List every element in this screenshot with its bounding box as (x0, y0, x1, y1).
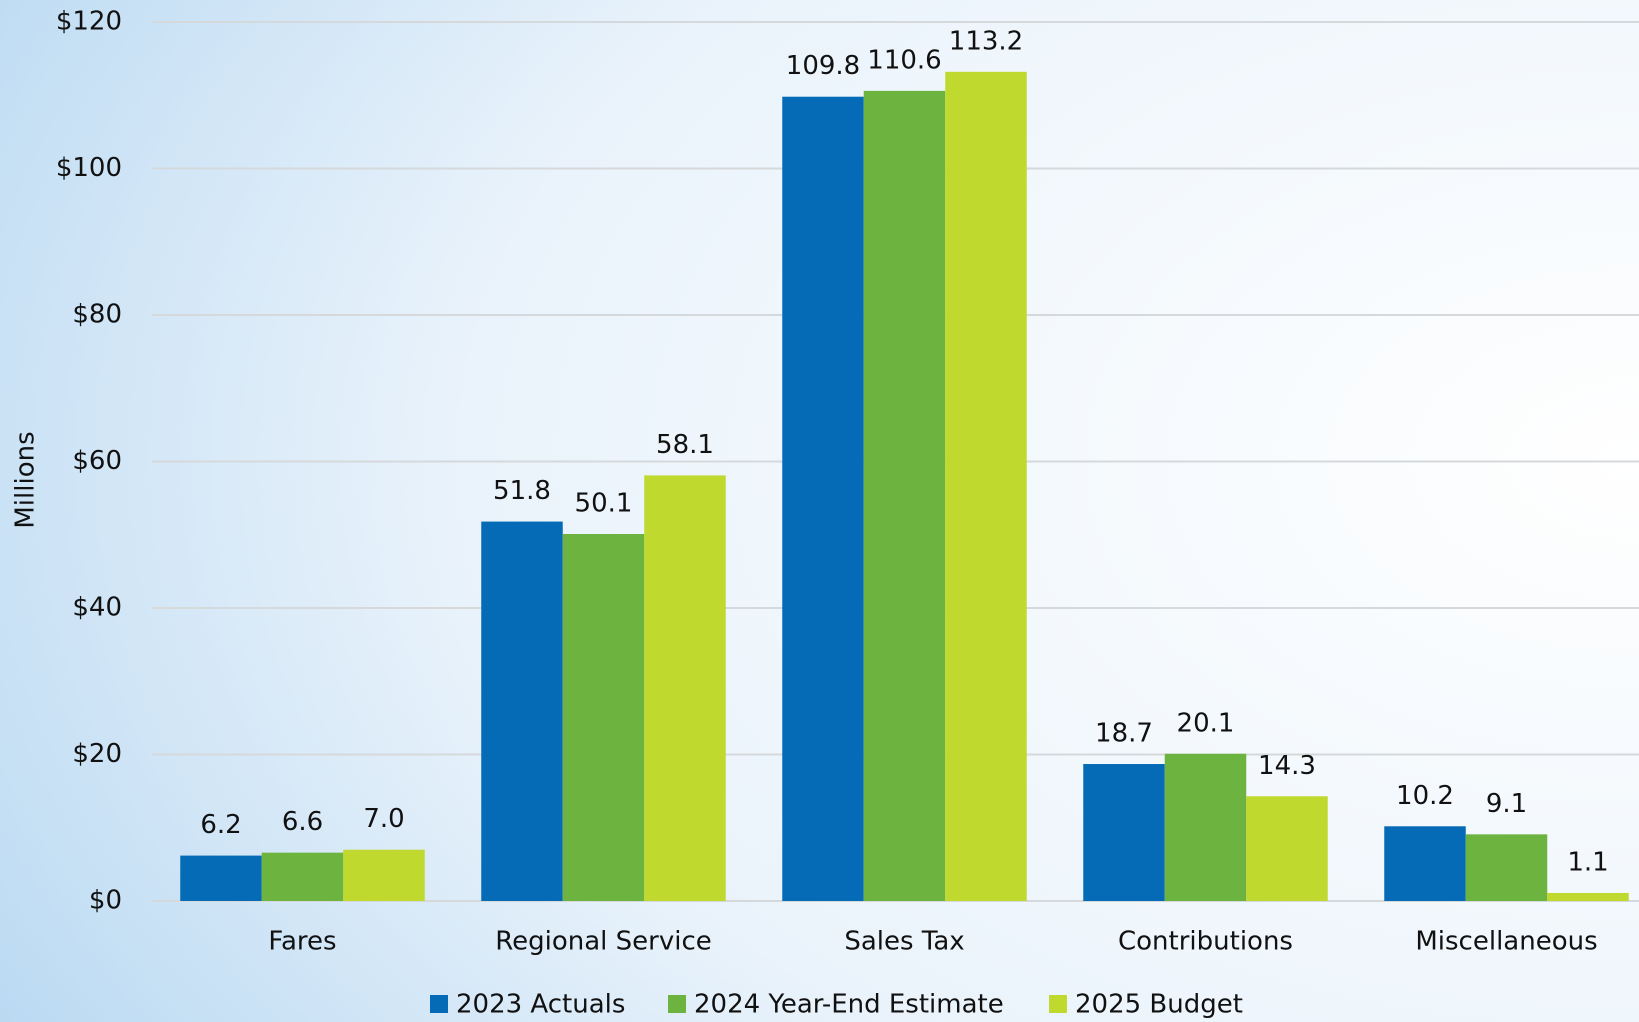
x-tick-label: Sales Tax (844, 927, 964, 957)
data-label: 14.3 (1258, 751, 1316, 781)
legend-swatch (1049, 995, 1067, 1013)
bar (343, 849, 425, 901)
bar (863, 90, 946, 902)
y-tick-label: $80 (72, 300, 122, 330)
bar (1083, 764, 1165, 901)
x-tick-label: Miscellaneous (1415, 927, 1597, 957)
data-label: 18.7 (1095, 719, 1153, 749)
legend-label: 2023 Actuals (456, 990, 625, 1020)
y-tick-label: $100 (56, 153, 122, 183)
bar (945, 71, 1027, 901)
legend-swatch (668, 995, 686, 1013)
bar (1547, 892, 1629, 901)
bar (481, 521, 563, 901)
legend-swatch (430, 995, 448, 1013)
bar (1164, 753, 1247, 901)
data-label: 6.6 (282, 807, 323, 837)
data-label: 1.1 (1567, 847, 1608, 877)
data-label: 7.0 (363, 804, 404, 834)
data-label: 50.1 (575, 489, 633, 519)
y-tick-label: $60 (72, 446, 122, 476)
bar (180, 855, 262, 901)
x-tick-label: Regional Service (495, 927, 712, 957)
data-label: 51.8 (493, 476, 551, 506)
y-axis-label: Millions (11, 431, 41, 528)
legend-label: 2024 Year-End Estimate (694, 990, 1004, 1020)
data-label: 6.2 (200, 810, 241, 840)
bar (261, 852, 344, 901)
data-label: 10.2 (1396, 781, 1454, 811)
data-label: 20.1 (1177, 708, 1235, 738)
data-label: 113.2 (949, 26, 1023, 56)
y-tick-label: $40 (72, 593, 122, 623)
legend-label: 2025 Budget (1075, 990, 1243, 1020)
y-tick-label: $20 (72, 739, 122, 769)
bar (644, 475, 726, 901)
y-tick-label: $0 (89, 886, 122, 916)
bar (1465, 834, 1548, 901)
bar (562, 534, 645, 901)
data-label: 9.1 (1486, 789, 1527, 819)
x-tick-label: Fares (268, 927, 336, 957)
y-tick-label: $120 (56, 7, 122, 37)
bar (782, 96, 864, 902)
bar (1246, 796, 1328, 901)
data-label: 109.8 (786, 51, 860, 81)
x-tick-label: Contributions (1118, 927, 1293, 957)
bar (1384, 826, 1466, 901)
data-label: 110.6 (867, 45, 941, 75)
data-label: 58.1 (656, 430, 714, 460)
